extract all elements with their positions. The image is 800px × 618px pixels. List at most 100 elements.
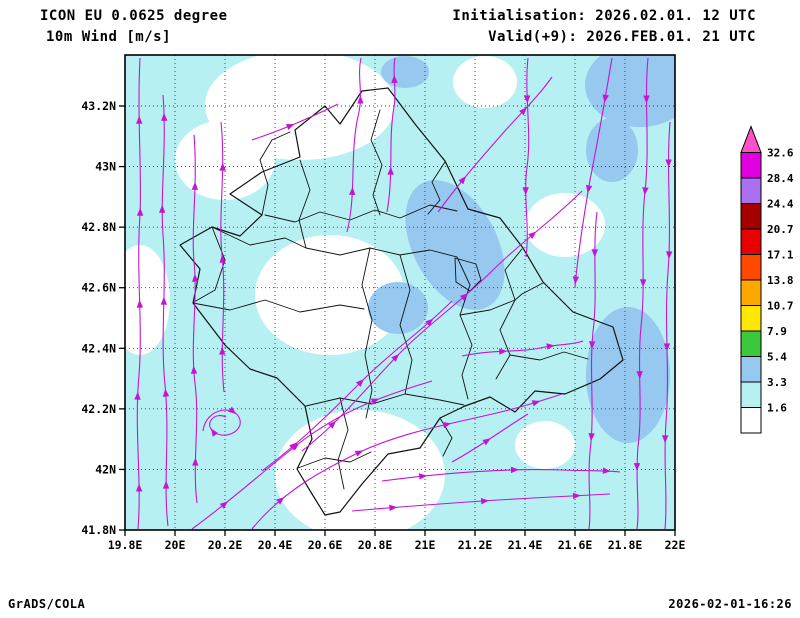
initialisation-time: Initialisation: 2026.02.01. 12 UTC bbox=[452, 8, 756, 24]
municipality-border bbox=[305, 393, 465, 407]
streamline-arrowhead-icon bbox=[572, 492, 581, 500]
streamline-arrowhead-icon bbox=[135, 483, 143, 492]
colorbar-segment bbox=[740, 203, 762, 230]
municipality-border bbox=[514, 282, 544, 301]
municipality-border bbox=[211, 226, 458, 258]
model-title: ICON EU 0.0625 degree bbox=[40, 8, 228, 24]
colorbar-label: 5.4 bbox=[767, 351, 787, 364]
streamline-arrowhead-icon bbox=[442, 421, 452, 429]
streamline-arrowhead-icon bbox=[134, 391, 141, 400]
wind-shade-region bbox=[525, 193, 605, 257]
y-tick-label: 42.4N bbox=[81, 341, 116, 355]
title-block-right: Initialisation: 2026.02.01. 12 UTC Valid… bbox=[452, 6, 756, 48]
streamline-arrowhead-icon bbox=[572, 276, 580, 285]
colorbar-label: 7.9 bbox=[767, 325, 787, 338]
wind-shade-region bbox=[125, 245, 170, 355]
streamline-arrowhead-icon bbox=[285, 123, 295, 130]
municipality-border bbox=[399, 254, 413, 395]
creation-timestamp: 2026-02-01-16:26 bbox=[668, 597, 792, 611]
colorbar-label: 17.1 bbox=[767, 249, 794, 262]
streamline-arrowhead-icon bbox=[588, 433, 595, 442]
streamline-arrowhead-icon bbox=[546, 343, 555, 350]
streamline-arrowhead-icon bbox=[160, 296, 167, 305]
streamline-arrowhead-icon bbox=[418, 473, 428, 480]
streamline-arrowhead-icon bbox=[191, 273, 199, 282]
municipality-border bbox=[298, 159, 311, 249]
colorbar-label: 24.4 bbox=[767, 198, 794, 211]
x-tick-label: 20.2E bbox=[208, 538, 243, 552]
x-axis: 19.8E 20E 20.2E 20.4E 20.6E 20.8E 21E 21.2E 21.4… bbox=[108, 530, 685, 552]
streamline-arrowhead-icon bbox=[190, 365, 198, 374]
grads-credit: GrADS/COLA bbox=[8, 597, 86, 611]
streamline-arrowhead-icon bbox=[210, 428, 219, 437]
colorbar-segment bbox=[740, 407, 762, 434]
streamline bbox=[202, 409, 241, 436]
streamline-arrowhead-icon bbox=[510, 466, 519, 474]
wind-shade-region bbox=[515, 421, 575, 469]
streamline-arrowhead-icon bbox=[191, 181, 199, 190]
variable-title: 10m Wind [m/s] bbox=[46, 29, 172, 45]
streamline bbox=[437, 76, 553, 213]
x-tick-label: 21E bbox=[415, 538, 436, 552]
streamline-arrowhead-icon bbox=[354, 450, 364, 457]
streamline-arrowhead-icon bbox=[585, 184, 593, 194]
streamline-arrowhead-icon bbox=[389, 504, 398, 512]
stream-arrowheads bbox=[134, 74, 673, 512]
municipality-border bbox=[259, 131, 291, 216]
streamline-arrowhead-icon bbox=[633, 463, 641, 472]
y-tick-label: 43N bbox=[95, 160, 116, 174]
streamline bbox=[161, 94, 169, 527]
x-tick-label: 21.6E bbox=[558, 538, 593, 552]
colorbar-label: 28.4 bbox=[767, 172, 794, 185]
streamline-arrowhead-icon bbox=[460, 293, 469, 301]
colorbar-segment bbox=[740, 254, 762, 281]
colorbar-label: 10.7 bbox=[767, 300, 794, 313]
streamline-arrowhead-icon bbox=[219, 162, 226, 171]
y-tick-label: 42.8N bbox=[81, 220, 116, 234]
streamline-arrowhead-icon bbox=[387, 166, 394, 175]
colorbar-segment bbox=[740, 356, 762, 383]
municipality-border bbox=[495, 248, 523, 380]
municipality-border bbox=[193, 226, 226, 303]
streamline bbox=[346, 57, 362, 233]
streamline-arrowhead-icon bbox=[391, 353, 400, 362]
streamline bbox=[525, 57, 530, 258]
wind-shade-region bbox=[453, 56, 517, 108]
colorbar-label: 20.7 bbox=[767, 223, 794, 236]
streamline-arrowhead-icon bbox=[349, 186, 356, 196]
colorbar-segment bbox=[740, 330, 762, 357]
country-outline bbox=[179, 87, 624, 516]
title-block-left: ICON EU 0.0625 degree 10m Wind [m/s] bbox=[40, 6, 228, 48]
streamline-arrowhead-icon bbox=[523, 95, 531, 104]
colorbar-label: 3.3 bbox=[767, 376, 787, 389]
y-axis: 41.8N 42N 42.2N 42.4N 42.6N 42.8N 43N 43.2N bbox=[81, 99, 125, 537]
streamline-arrowhead-icon bbox=[136, 299, 144, 308]
streamline bbox=[251, 103, 339, 141]
municipality-border bbox=[454, 257, 482, 292]
streamline-arrowhead-icon bbox=[643, 95, 650, 104]
x-tick-label: 20E bbox=[165, 538, 186, 552]
colorbar-segment bbox=[740, 305, 762, 332]
streamline-arrowhead-icon bbox=[482, 438, 491, 446]
colorbar-arrow bbox=[740, 125, 762, 153]
streamline-arrowhead-icon bbox=[158, 204, 166, 213]
streamline-arrowhead-icon bbox=[357, 95, 364, 104]
municipality-border bbox=[297, 451, 372, 469]
streamline-arrowhead-icon bbox=[480, 497, 490, 505]
streamline-arrowhead-icon bbox=[227, 406, 237, 415]
streamline-arrowhead-icon bbox=[219, 346, 226, 355]
colorbar-segment bbox=[740, 152, 762, 179]
streamline-arrowhead-icon bbox=[192, 457, 199, 466]
wind-shade-region bbox=[586, 307, 670, 443]
y-tick-label: 42.6N bbox=[81, 281, 116, 295]
streamline bbox=[574, 57, 613, 288]
wind-shade-region bbox=[255, 235, 405, 355]
streamline-arrowhead-icon bbox=[219, 254, 226, 263]
streamline-arrowhead-icon bbox=[356, 379, 364, 387]
x-tick-label: 20.8E bbox=[358, 538, 393, 552]
streamline-arrowhead-icon bbox=[370, 398, 380, 405]
wind-shade-region bbox=[381, 56, 429, 88]
colorbar-label: 13.8 bbox=[767, 274, 794, 287]
streamline-arrowhead-icon bbox=[161, 112, 168, 121]
